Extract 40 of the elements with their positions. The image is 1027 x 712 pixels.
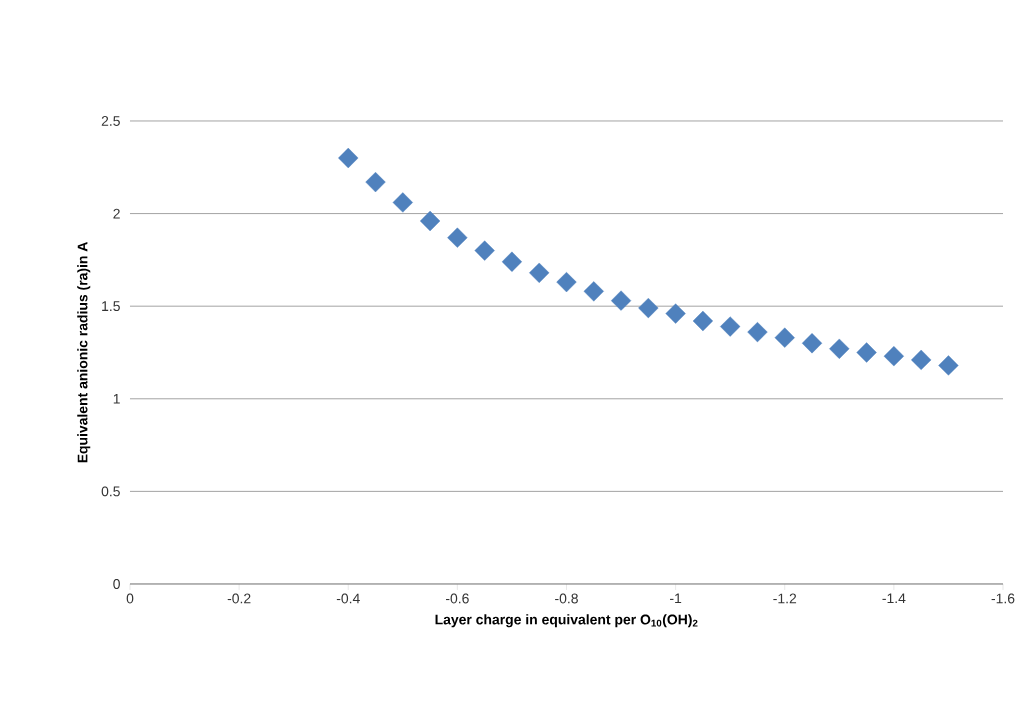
point: [392, 192, 413, 213]
point: [447, 227, 468, 248]
point: [638, 297, 659, 319]
x-tick-label: -1.6: [991, 593, 1015, 604]
point: [610, 290, 632, 311]
point: [829, 338, 850, 359]
point: [774, 327, 795, 348]
point: [856, 342, 877, 363]
x-tick-label: 0: [126, 593, 134, 604]
y-tick-label: 2: [113, 208, 120, 219]
point: [583, 281, 604, 302]
point: [692, 310, 713, 332]
point: [365, 172, 386, 193]
x-axis-title: Layer charge in equivalent per O$_{10}$(OH)$_{2}$: [435, 614, 698, 628]
point: [883, 346, 904, 367]
point: [747, 322, 768, 343]
y-axis-title: Equivalent anionic radius (ra)in A: [77, 242, 91, 463]
point: [501, 251, 523, 272]
y-tick-label: 1.5: [102, 301, 120, 312]
y-tick-label: 0.5: [101, 486, 120, 497]
point: [338, 147, 359, 169]
point: [556, 272, 577, 293]
x-tick-label: -1.2: [773, 593, 797, 604]
x-tick-label: -0.6: [445, 593, 469, 604]
point: [665, 303, 686, 324]
x-tick-label: -1.4: [882, 593, 906, 604]
point: [720, 316, 741, 337]
point: [474, 240, 495, 261]
point: [801, 333, 823, 354]
y-tick-label: 0: [113, 579, 120, 589]
point: [911, 349, 932, 370]
point: [938, 355, 959, 376]
x-tick-label: -0.4: [336, 593, 360, 604]
x-tick-label: -1: [670, 593, 682, 604]
x-tick-label: -0.2: [227, 593, 251, 604]
x-tick-label: -0.8: [555, 593, 578, 604]
point: [529, 262, 550, 283]
y-tick-label: 2.5: [101, 116, 120, 126]
point: [419, 210, 441, 232]
y-tick-label: 1: [113, 393, 120, 404]
